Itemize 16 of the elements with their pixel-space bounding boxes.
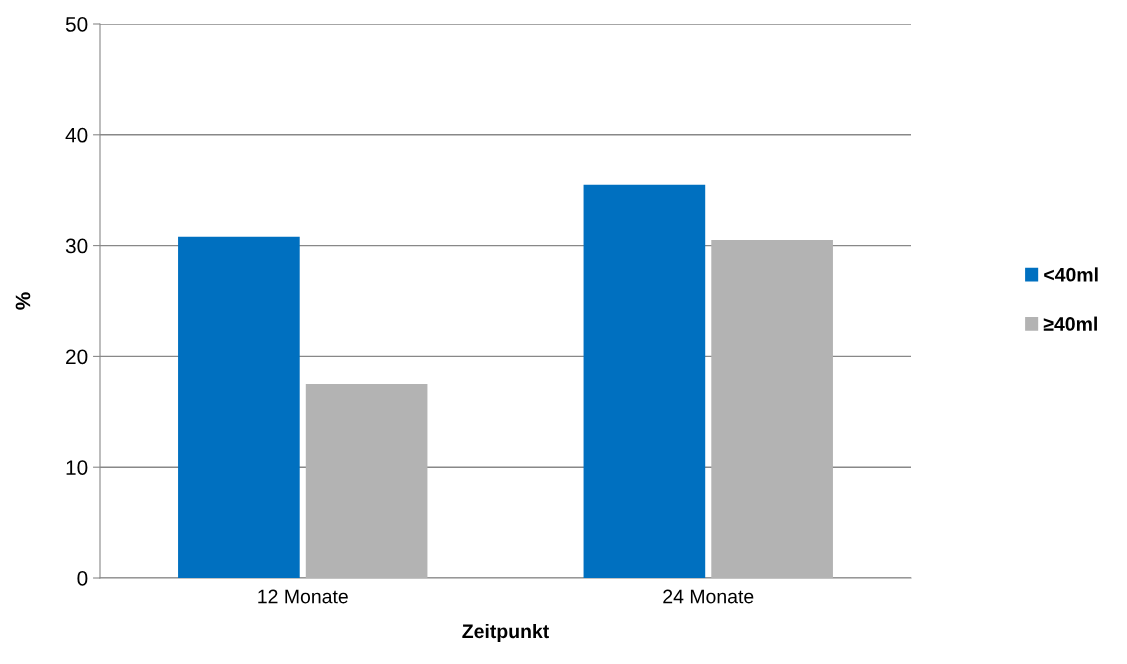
y-axis-title: % xyxy=(15,292,31,310)
y-tick-label: 10 xyxy=(66,460,88,475)
legend-label: <40ml xyxy=(1044,267,1098,282)
x-tick-label: 24 Monate xyxy=(663,589,754,604)
y-tick-label: 40 xyxy=(65,127,88,143)
y-tick-label: 0 xyxy=(77,571,88,586)
legend-label: ≥40ml xyxy=(1043,316,1097,331)
x-axis-title: Zeitpunkt xyxy=(462,623,550,643)
bar xyxy=(711,240,833,578)
bar xyxy=(583,184,706,578)
x-tick-label: 12 Monate xyxy=(258,589,348,604)
y-tick-label: 50 xyxy=(65,17,88,32)
bar xyxy=(305,384,428,578)
y-tick-label: 30 xyxy=(65,238,88,254)
y-tick-label: 20 xyxy=(66,349,88,365)
bar xyxy=(178,236,300,578)
